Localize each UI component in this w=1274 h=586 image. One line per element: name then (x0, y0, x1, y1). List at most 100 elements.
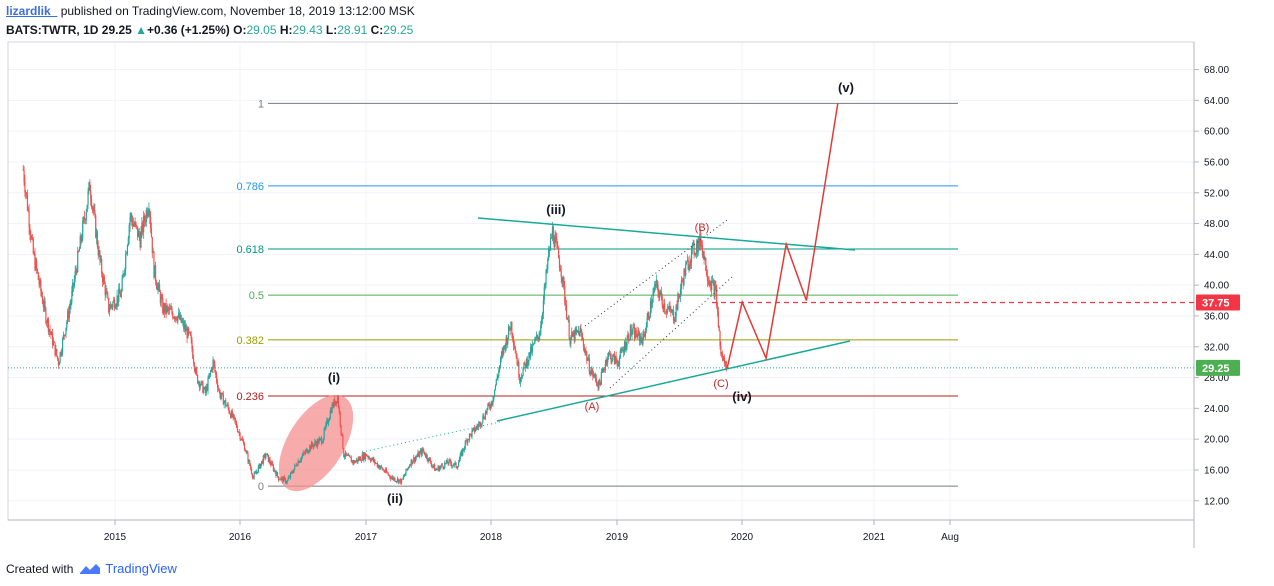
candle-body (689, 260, 691, 267)
candle-body (23, 169, 25, 183)
candle-body (70, 301, 72, 306)
candle-body (499, 358, 502, 366)
wave-label: (iv) (732, 389, 752, 404)
candle-body (39, 280, 41, 285)
candle-body (643, 333, 645, 336)
candle-body (614, 356, 616, 364)
candle-body (513, 345, 516, 348)
author-link[interactable]: lizardlik_ (6, 4, 58, 18)
candle-body (95, 232, 98, 238)
candle-body (254, 472, 256, 474)
candle-body (269, 458, 271, 464)
candle-body (722, 357, 725, 361)
candle-body (81, 238, 83, 241)
candle-body (725, 361, 727, 370)
candle-body (664, 311, 667, 313)
candle-body (241, 438, 243, 440)
candle-body (283, 477, 285, 482)
candle-body (315, 441, 317, 444)
candle-body (323, 429, 325, 439)
candle-body (268, 458, 270, 462)
candle-body (507, 326, 510, 338)
candle-body (571, 331, 573, 337)
candle-body (389, 475, 391, 478)
candle-body (131, 220, 134, 227)
candle-body (510, 321, 512, 331)
candle-body (220, 396, 222, 398)
candle-body (362, 454, 364, 460)
candle-body (147, 212, 149, 217)
candle-body (97, 246, 99, 256)
candle-body (430, 462, 432, 466)
candle-body (585, 351, 587, 353)
candle-body (292, 472, 294, 474)
candle-body (706, 270, 708, 276)
candle-body (609, 353, 611, 355)
candle-body (521, 375, 523, 378)
candle-body (374, 459, 376, 464)
candle-body (102, 276, 105, 282)
candle-body (408, 467, 410, 469)
candle-body (305, 450, 307, 454)
candle-body (386, 472, 388, 474)
ohlc-line: BATS:TWTR, 1D 29.25 ▲+0.36 (+1.25%) O:29… (6, 23, 413, 37)
candle-body (677, 293, 679, 310)
candle-body (687, 259, 689, 270)
candle-body (544, 284, 546, 288)
candle-body (66, 321, 68, 328)
candle-body (131, 214, 133, 221)
candle-body (247, 453, 249, 462)
candle-body (172, 313, 174, 319)
candle-body (85, 211, 87, 221)
candle-body (717, 311, 719, 327)
candle-body (453, 463, 455, 466)
candle-body (89, 182, 91, 191)
candle-body (495, 379, 497, 386)
open-label: O: (233, 23, 247, 37)
candle-body (98, 250, 100, 256)
candle-body (279, 479, 281, 481)
candle-body (309, 445, 311, 451)
low-value: 28.91 (337, 23, 368, 37)
candle-body (571, 331, 574, 337)
candle-body (385, 469, 387, 473)
candle-body (553, 241, 555, 248)
candle-body (611, 360, 613, 363)
candle-body (371, 457, 373, 460)
candle-body (692, 242, 694, 244)
candle-body (479, 422, 481, 427)
candle-body (399, 479, 401, 481)
candle-body (138, 231, 140, 238)
candle-body (136, 225, 138, 227)
candle-body (635, 330, 637, 337)
created-with-text: Created with (6, 561, 74, 576)
candle-body (506, 337, 508, 344)
candle-body (387, 473, 389, 475)
candle-body (639, 336, 642, 342)
candle-body (424, 451, 426, 455)
candle-body (62, 334, 65, 339)
tradingview-brand[interactable]: TradingView (105, 561, 177, 576)
candle-body (623, 341, 626, 353)
high-label: H: (279, 23, 293, 37)
candle-body (589, 372, 591, 375)
candle-body (123, 273, 125, 275)
candle-body (155, 281, 157, 287)
candle-body (35, 260, 37, 270)
candle-body (205, 386, 207, 393)
candle-body (670, 309, 672, 313)
corrective-label: (A) (585, 401, 600, 413)
candle-body (197, 381, 200, 384)
candle-body (547, 259, 549, 270)
candle-body (410, 459, 412, 466)
candle-body (641, 339, 643, 345)
candle-body (704, 257, 706, 261)
candle-body (703, 251, 705, 261)
candle-body (78, 248, 80, 252)
candle-body (303, 452, 305, 454)
candle-body (162, 297, 164, 313)
candle-body (618, 365, 620, 367)
candle-body (706, 275, 709, 282)
candle-body (235, 420, 237, 423)
